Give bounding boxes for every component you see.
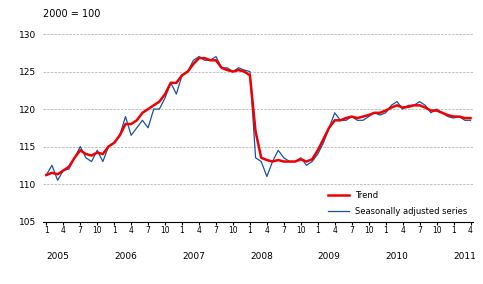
Text: 2010: 2010 xyxy=(385,252,409,261)
Text: 2005: 2005 xyxy=(46,252,69,261)
Seasonally adjusted series xyxy=(55,179,60,182)
Text: 2009: 2009 xyxy=(318,252,341,261)
Seasonally adjusted series xyxy=(326,126,332,130)
Trend xyxy=(43,173,49,177)
Seasonally adjusted series xyxy=(275,149,281,152)
Seasonally adjusted series xyxy=(338,119,343,122)
Trend xyxy=(83,152,89,156)
Trend xyxy=(270,160,275,163)
Text: 2011: 2011 xyxy=(454,252,476,261)
Line: Seasonally adjusted series: Seasonally adjusted series xyxy=(46,57,470,180)
Seasonally adjusted series xyxy=(43,173,49,177)
Text: 2008: 2008 xyxy=(250,252,273,261)
Seasonally adjusted series xyxy=(196,55,202,58)
Text: 2000 = 100: 2000 = 100 xyxy=(43,9,101,19)
Trend xyxy=(388,106,394,109)
Trend xyxy=(196,56,202,60)
Trend xyxy=(321,137,327,141)
Seasonally adjusted series xyxy=(394,100,400,103)
Trend xyxy=(190,62,196,66)
Trend xyxy=(468,116,473,120)
Seasonally adjusted series xyxy=(468,119,473,122)
Text: 2007: 2007 xyxy=(182,252,205,261)
Trend xyxy=(332,119,338,122)
Seasonally adjusted series xyxy=(89,160,95,163)
Line: Trend: Trend xyxy=(46,58,470,175)
Text: 2006: 2006 xyxy=(114,252,137,261)
Legend: Trend, Seasonally adjusted series: Trend, Seasonally adjusted series xyxy=(325,188,471,219)
Seasonally adjusted series xyxy=(202,59,208,62)
